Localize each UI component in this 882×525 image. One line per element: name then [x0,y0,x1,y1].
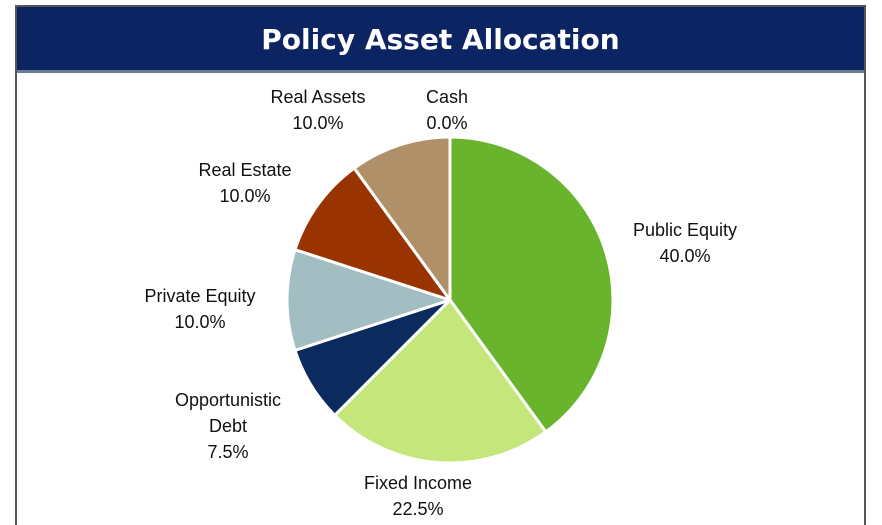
pie-slice [285,248,452,352]
slice-label: Real Assets 10.0% [270,84,365,136]
category-label: Opportunistic Debt [174,390,282,436]
pie-slice [333,298,548,465]
value-label: 10.0% [219,186,271,206]
slice-label: Fixed Income 22.5% [364,470,472,522]
category-label: Real Assets [270,87,366,107]
slice-label: Real Estate 10.0% [198,157,291,209]
category-label: Fixed Income [363,473,473,493]
slice-label: Cash 0.0% [426,84,468,136]
slice-label: Private Equity 10.0% [144,283,255,335]
slice-label: Opportunistic Debt 7.5% [168,387,288,465]
value-label: 22.5% [392,499,444,519]
value-label: 40.0% [659,246,711,266]
pie-slice [352,135,452,302]
value-label: 0.0% [426,113,468,133]
header: Policy Asset Allocation [17,7,864,73]
value-label: 10.0% [292,113,344,133]
category-label: Cash [425,87,469,107]
value-label: 10.0% [174,312,226,332]
pie-slice [293,166,452,302]
pie-slice [448,135,615,434]
slice-label: Public Equity 40.0% [633,217,737,269]
chart-title: Policy Asset Allocation [261,23,620,56]
category-label: Real Estate [198,160,292,180]
value-label: 7.5% [207,442,249,462]
category-label: Private Equity [144,286,256,306]
category-label: Public Equity [632,220,738,240]
